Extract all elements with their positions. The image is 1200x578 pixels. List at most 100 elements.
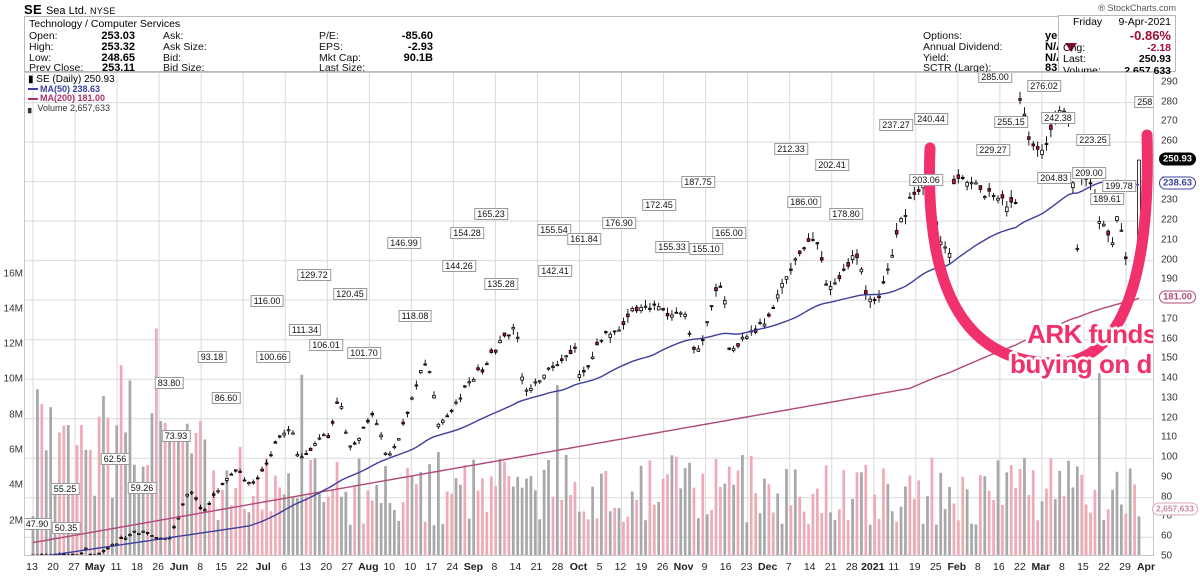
chart-gridlines — [25, 73, 1153, 555]
down-triangle-icon — [1065, 42, 1077, 52]
quote-column-meta: Options: yes Annual Dividend: N/A Yield: N/… — [923, 31, 1173, 75]
quote-label: Ask Size: — [163, 40, 207, 53]
volume-tick-label: 16M — [3, 268, 23, 280]
quote-value: 83.8 — [1045, 62, 1067, 75]
date-tick-label: Apr — [1136, 561, 1156, 573]
quote-row: P/E: -85.60 — [319, 31, 449, 42]
price-callout-label: 172.45 — [642, 199, 676, 211]
price-callout-label: 142.41 — [538, 265, 572, 277]
date-tick-label: 27 — [68, 561, 80, 573]
date-tick-label: 21 — [530, 561, 543, 573]
quote-label: Open: — [29, 30, 58, 42]
quote-label: Ask: — [163, 30, 184, 42]
quote-label: Annual Dividend: — [923, 40, 1003, 53]
date-tick-label: 20 — [47, 561, 59, 573]
price-callout-label: 242.38 — [1041, 112, 1075, 124]
date-tick-label: 26 — [152, 561, 164, 573]
quote-value: -2.93 — [407, 40, 433, 53]
price-callout-label: 144.26 — [442, 260, 476, 272]
quote-label: SCTR (Large): — [923, 62, 992, 75]
volume-tick-label: 14M — [3, 303, 23, 315]
quote-label: EPS: — [319, 40, 343, 53]
volume-tick-label: 10M — [3, 373, 23, 385]
date-tick-label: 15 — [1077, 561, 1089, 573]
legend-ma50: MA(50) 238.63 — [28, 84, 115, 95]
legend-volume: ▖ Volume 2,657,633 — [28, 102, 115, 114]
date-tick-label: Dec — [758, 561, 778, 573]
price-callout-label: 83.80 — [154, 377, 184, 389]
price-callout-label: 59.26 — [127, 482, 157, 494]
price-callout-label: 240.44 — [914, 113, 948, 125]
date-tick-label: 16 — [993, 561, 1005, 573]
date-tick-label: 28 — [845, 561, 858, 573]
quote-label: Mkt Cap: — [319, 51, 362, 64]
date-tick-label: Aug — [358, 561, 379, 573]
price-plot-area[interactable]: ▮ SE (Daily) 250.93 MA(50) 238.63 MA(200… — [24, 72, 1154, 556]
price-callout-label: 285.00 — [978, 73, 1012, 83]
price-callout-label: 155.33 — [655, 241, 689, 253]
quote-value: -85.60 — [401, 30, 433, 42]
date-tick-label: 2021 — [861, 561, 885, 573]
price-callout-label: 129.72 — [297, 269, 331, 281]
quote-column-ohlc: Open: 253.03 High: 253.32 Low: 248.65 Prev … — [29, 30, 149, 74]
quote-label: Low: — [29, 51, 52, 64]
price-callout-label: 178.80 — [829, 208, 863, 220]
quote-label: P/E: — [319, 30, 339, 42]
price-tick-label: 90 — [1161, 471, 1173, 483]
volume-tick-label: 6M — [9, 444, 23, 456]
price-callout-label: 165.23 — [474, 208, 508, 220]
chart-panel[interactable]: ▮ SE (Daily) 250.93 MA(50) 238.63 MA(200… — [24, 72, 1154, 556]
quote-row: Options: yes — [923, 31, 1173, 42]
exchange-name: NYSE — [89, 6, 116, 16]
price-callout-label: 111.34 — [288, 324, 322, 336]
price-callout-label: 255.15 — [994, 116, 1028, 128]
price-callout-label: 135.28 — [484, 278, 518, 290]
date-tick-label: 22 — [1014, 561, 1026, 573]
price-tick-label: 120 — [1161, 412, 1178, 424]
quote-row: Mkt Cap: 90.1B — [319, 51, 449, 64]
price-callout-label: 203.06 — [909, 174, 943, 186]
quote-label: Yield: — [923, 51, 949, 64]
date-tick-label: Feb — [947, 561, 967, 573]
price-tick-label: 200 — [1161, 254, 1178, 266]
symbol-line: SE Sea Ltd. NYSE — [24, 2, 116, 17]
ma200-price-tag: 181.00 — [1159, 290, 1197, 304]
last-row: Last: 250.93 — [1059, 53, 1175, 66]
volume-axis-left: 2M 4M 6M 8M 10M 12M 14M 16M — [0, 72, 24, 556]
date-tick-label: 21 — [824, 561, 837, 573]
price-callout-label: 93.18 — [197, 351, 227, 363]
legend-volume-text: Volume 2,657,633 — [37, 102, 110, 113]
price-callout-label: 187.75 — [681, 176, 715, 188]
price-callout-label: 106.01 — [309, 339, 343, 351]
quote-value: 248.65 — [101, 51, 135, 64]
price-callout-label: 146.99 — [387, 237, 421, 249]
legend-ma200: MA(200) 181.00 — [28, 93, 115, 104]
price-callout-label: 276.02 — [1027, 80, 1061, 92]
price-tick-label: 270 — [1161, 115, 1178, 127]
quote-row: High: 253.32 — [29, 42, 149, 53]
date-tick-label: 22 — [1098, 561, 1110, 573]
line-swatch-icon — [28, 97, 38, 100]
legend-price: ▮ SE (Daily) 250.93 — [28, 75, 115, 85]
price-tick-label: 260 — [1161, 135, 1178, 147]
quote-label: Bid Size: — [163, 62, 205, 75]
price-callout-label: 202.41 — [815, 159, 849, 171]
quote-row: Ask Size: — [163, 42, 273, 53]
date-tick-label: 9 — [701, 561, 708, 573]
date-tick-label: 6 — [281, 561, 288, 573]
date-tick-label: 7 — [785, 561, 792, 573]
price-callout-label: 120.45 — [333, 288, 367, 300]
date-tick-label: Nov — [673, 561, 694, 573]
date-tick-label: 26 — [656, 561, 669, 573]
price-tick-label: 150 — [1161, 352, 1178, 364]
date-tick-label: 8 — [1059, 561, 1065, 573]
date-tick-label: May — [84, 561, 106, 573]
chart-annotation-curve — [923, 129, 1153, 369]
date-tick-label: Oct — [569, 561, 588, 573]
price-callout-label: 118.08 — [398, 310, 432, 322]
price-callout-label: 237.27 — [879, 119, 913, 131]
ticker-symbol: SE — [24, 2, 42, 17]
price-callout-label: 204.83 — [1037, 172, 1071, 184]
date-tick-label: 28 — [551, 561, 564, 573]
date-tick-label: 13 — [299, 561, 312, 573]
